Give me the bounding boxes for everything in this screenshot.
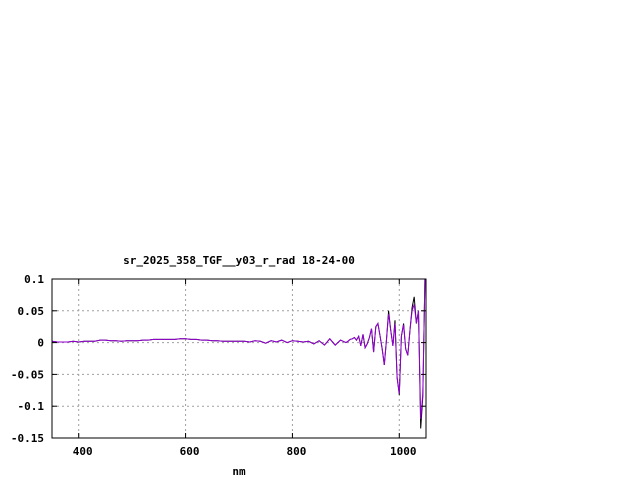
y-tick-label: 0 [37,337,44,350]
x-tick-label: 600 [180,445,200,458]
grid [52,279,426,438]
plot-frame [51,278,427,439]
y-tick-label: 0.1 [24,273,44,286]
ticks: 400 600 800 1000 0.1 0.05 0 -0.05 -0.1 -0.15 [11,273,426,458]
x-tick-label: 1000 [390,445,417,458]
x-tick-label: 800 [286,445,306,458]
series-line-2 [52,279,426,419]
y-tick-label: -0.15 [11,432,44,445]
chart-title: sr_2025_358_TGF__y03_r_rad 18-24-00 [123,254,355,267]
x-axis-label: nm [232,465,246,478]
y-tick-label: -0.05 [11,368,44,381]
x-tick-label: 400 [73,445,93,458]
y-tick-label: 0.05 [18,305,45,318]
y-tick-label: -0.1 [18,400,45,413]
series-group [52,279,426,429]
